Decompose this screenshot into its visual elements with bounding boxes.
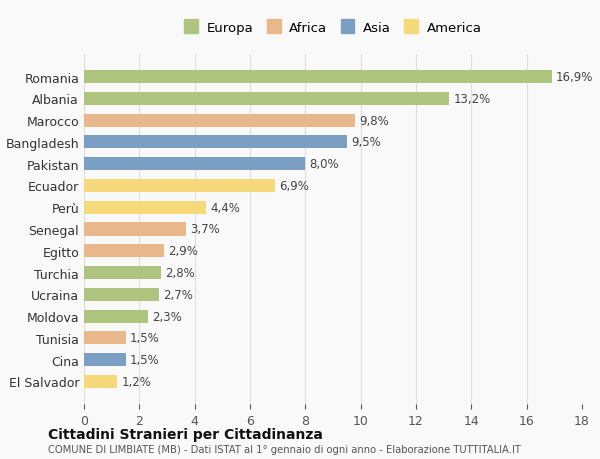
Bar bbox=[84, 93, 449, 106]
Bar bbox=[84, 353, 125, 366]
Text: 16,9%: 16,9% bbox=[556, 71, 593, 84]
Text: 9,8%: 9,8% bbox=[359, 114, 389, 128]
Bar bbox=[84, 266, 161, 280]
Text: 6,9%: 6,9% bbox=[279, 179, 309, 192]
Legend: Europa, Africa, Asia, America: Europa, Africa, Asia, America bbox=[181, 17, 485, 39]
Bar bbox=[84, 158, 305, 171]
Text: 2,7%: 2,7% bbox=[163, 288, 193, 301]
Bar bbox=[84, 114, 355, 128]
Bar bbox=[84, 375, 117, 388]
Text: 1,5%: 1,5% bbox=[130, 353, 160, 366]
Bar bbox=[84, 136, 347, 149]
Text: Cittadini Stranieri per Cittadinanza: Cittadini Stranieri per Cittadinanza bbox=[48, 427, 323, 442]
Text: 2,3%: 2,3% bbox=[152, 310, 182, 323]
Text: 1,5%: 1,5% bbox=[130, 331, 160, 345]
Bar bbox=[84, 71, 551, 84]
Text: 4,4%: 4,4% bbox=[210, 202, 240, 214]
Bar bbox=[84, 331, 125, 345]
Bar bbox=[84, 245, 164, 258]
Text: COMUNE DI LIMBIATE (MB) - Dati ISTAT al 1° gennaio di ogni anno - Elaborazione T: COMUNE DI LIMBIATE (MB) - Dati ISTAT al … bbox=[48, 444, 521, 454]
Bar bbox=[84, 223, 187, 236]
Text: 13,2%: 13,2% bbox=[454, 93, 491, 106]
Text: 2,8%: 2,8% bbox=[166, 267, 196, 280]
Text: 8,0%: 8,0% bbox=[310, 158, 339, 171]
Text: 9,5%: 9,5% bbox=[351, 136, 381, 149]
Bar bbox=[84, 179, 275, 193]
Bar bbox=[84, 310, 148, 323]
Bar bbox=[84, 288, 159, 301]
Text: 3,7%: 3,7% bbox=[191, 223, 220, 236]
Bar bbox=[84, 201, 206, 214]
Text: 1,2%: 1,2% bbox=[121, 375, 151, 388]
Text: 2,9%: 2,9% bbox=[169, 245, 198, 257]
